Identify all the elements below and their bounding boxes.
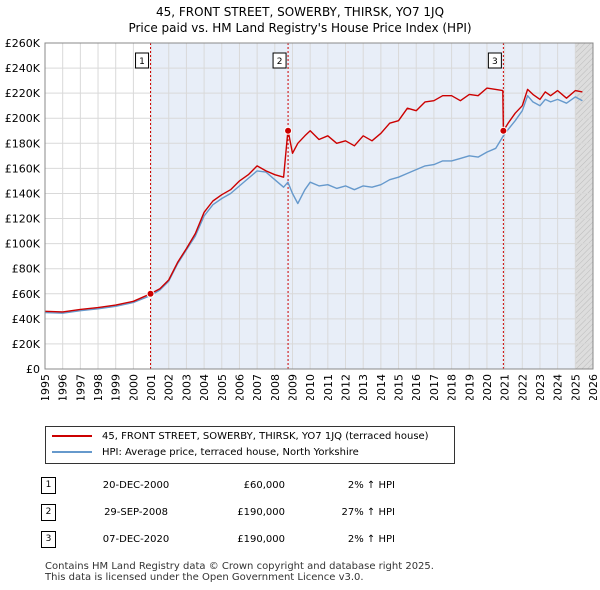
sale-point xyxy=(146,289,155,298)
sale-point xyxy=(284,126,293,135)
x-tick-label: 1998 xyxy=(92,374,105,400)
sale-number: 1 xyxy=(41,477,56,494)
table-row: 1 20-DEC-2000 £60,000 2% ↑ HPI xyxy=(41,472,395,499)
y-tick-label: £240K xyxy=(5,62,41,75)
sale-marker-label: 2 xyxy=(277,57,283,67)
y-tick-label: £0 xyxy=(26,363,40,376)
x-tick-label: 2016 xyxy=(410,374,423,400)
sales-table: 1 20-DEC-2000 £60,000 2% ↑ HPI 2 29-SEP-… xyxy=(41,472,395,553)
y-tick-label: £100K xyxy=(5,238,41,251)
sale-price: £190,000 xyxy=(237,534,285,545)
x-tick-label: 2024 xyxy=(552,374,565,400)
x-tick-label: 2022 xyxy=(516,374,529,400)
sale-number: 3 xyxy=(41,531,56,548)
footer-line-1: Contains HM Land Registry data © Crown c… xyxy=(45,561,434,572)
x-tick-label: 2003 xyxy=(180,374,193,400)
y-tick-label: £140K xyxy=(5,187,41,200)
y-tick-label: £20K xyxy=(12,338,41,351)
sale-marker-box xyxy=(272,52,287,69)
sale-hpi-change: 27% ↑ HPI xyxy=(341,507,395,518)
plot-border xyxy=(44,42,594,370)
x-tick-label: 2020 xyxy=(481,374,494,400)
x-tick-label: 2025 xyxy=(569,374,582,400)
x-tick-label: 2014 xyxy=(375,374,388,400)
x-tick-label: 2006 xyxy=(233,374,246,400)
chart-title: 45, FRONT STREET, SOWERBY, THIRSK, YO7 1… xyxy=(0,4,600,36)
x-tick-label: 2002 xyxy=(163,374,176,400)
legend-swatch-price xyxy=(52,435,92,437)
y-tick-label: £220K xyxy=(5,87,41,100)
x-tick-label: 2010 xyxy=(304,374,317,400)
x-tick-label: 1997 xyxy=(74,374,87,400)
legend-swatch-hpi xyxy=(52,451,92,453)
x-tick-label: 2011 xyxy=(322,374,335,400)
x-tick-label: 2000 xyxy=(127,374,140,400)
y-tick-label: £120K xyxy=(5,213,41,226)
sale-hpi-change: 2% ↑ HPI xyxy=(347,480,395,491)
title-line-2: Price paid vs. HM Land Registry's House … xyxy=(128,21,472,35)
sale-price: £190,000 xyxy=(237,507,285,518)
sale-period-shade xyxy=(503,43,576,369)
x-tick-label: 2026 xyxy=(587,374,600,400)
sale-date: 20-DEC-2000 xyxy=(102,480,170,491)
y-tick-label: £260K xyxy=(5,37,41,50)
table-row: 3 07-DEC-2020 £190,000 2% ↑ HPI xyxy=(41,526,395,553)
y-tick-label: £160K xyxy=(5,162,41,175)
sale-date: 29-SEP-2008 xyxy=(104,507,168,518)
sale-marker-label: 3 xyxy=(492,57,498,67)
x-tick-label: 2013 xyxy=(357,374,370,400)
sale-marker-label: 1 xyxy=(139,57,145,67)
legend-label-hpi: HPI: Average price, terraced house, Nort… xyxy=(102,447,359,458)
x-tick-label: 2019 xyxy=(463,374,476,400)
x-tick-label: 2007 xyxy=(251,374,264,400)
table-row: 2 29-SEP-2008 £190,000 27% ↑ HPI xyxy=(41,499,395,526)
chart-legend: 45, FRONT STREET, SOWERBY, THIRSK, YO7 1… xyxy=(45,426,455,464)
sale-period-shade xyxy=(150,43,289,369)
future-hatch xyxy=(575,43,593,369)
y-tick-label: £60K xyxy=(12,288,41,301)
legend-item-hpi: HPI: Average price, terraced house, Nort… xyxy=(52,446,359,460)
price-chart: £0 £20K £40K £60K £80K £100K £120K £140K £160K £1… xyxy=(5,37,600,400)
sale-hpi-change: 2% ↑ HPI xyxy=(347,534,395,545)
x-tick-label: 2023 xyxy=(534,374,547,400)
x-tick-label: 2012 xyxy=(340,374,353,400)
x-tick-label: 2017 xyxy=(428,374,441,400)
x-tick-label: 2001 xyxy=(145,374,158,400)
title-line-1: 45, FRONT STREET, SOWERBY, THIRSK, YO7 1… xyxy=(155,5,445,19)
sale-point xyxy=(499,126,508,135)
legend-label-price: 45, FRONT STREET, SOWERBY, THIRSK, YO7 1… xyxy=(102,431,429,442)
x-tick-label: 2021 xyxy=(499,374,512,400)
x-tick-label: 2008 xyxy=(269,374,282,400)
sale-price: £60,000 xyxy=(243,480,285,491)
legend-item-price: 45, FRONT STREET, SOWERBY, THIRSK, YO7 1… xyxy=(52,430,429,444)
x-tick-label: 2009 xyxy=(286,374,299,400)
x-tick-label: 1995 xyxy=(39,374,52,400)
sale-number: 2 xyxy=(41,504,56,521)
footer-line-2: This data is licensed under the Open Gov… xyxy=(45,572,364,583)
x-tick-label: 2015 xyxy=(393,374,406,400)
x-tick-label: 2018 xyxy=(446,374,459,400)
sale-marker-box xyxy=(135,52,150,69)
sale-period-shade xyxy=(288,43,504,369)
y-tick-label: £180K xyxy=(5,137,41,150)
x-tick-label: 1999 xyxy=(110,374,123,400)
x-tick-label: 2005 xyxy=(216,374,229,400)
sale-marker-box xyxy=(487,52,502,69)
price-paid-line xyxy=(44,87,583,313)
footer: Contains HM Land Registry data © Crown c… xyxy=(45,561,434,583)
y-tick-label: £200K xyxy=(5,112,41,125)
sale-date: 07-DEC-2020 xyxy=(102,534,170,545)
y-tick-label: £80K xyxy=(12,263,41,276)
x-tick-label: 2004 xyxy=(198,374,211,400)
x-tick-label: 1996 xyxy=(57,374,70,400)
y-tick-label: £40K xyxy=(12,313,41,326)
